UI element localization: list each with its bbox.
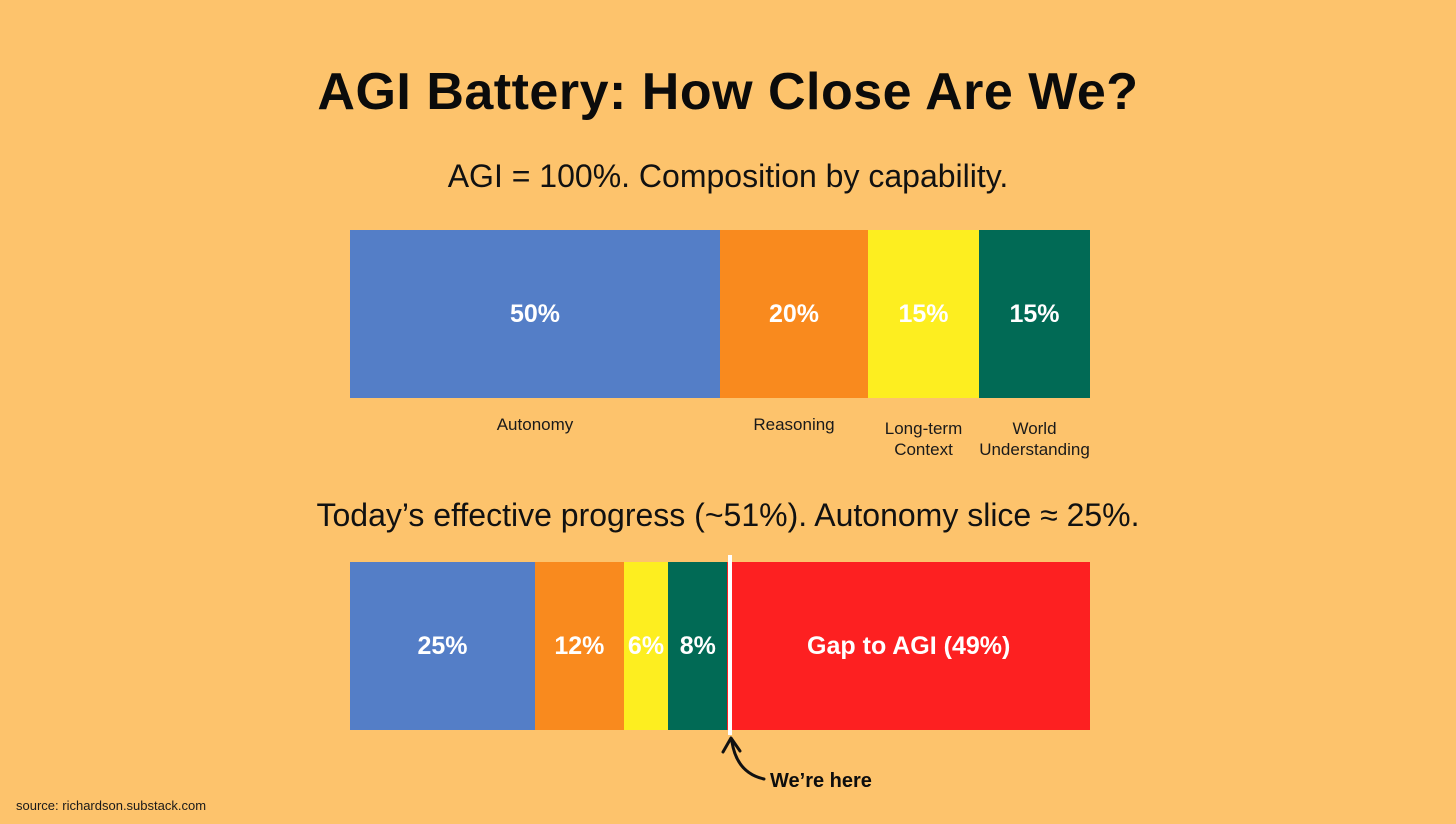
bar-segment-long-term-context <box>868 230 979 398</box>
category-label-autonomy: Autonomy <box>496 415 574 434</box>
chart-title: AGI Battery: How Close Are We? <box>317 63 1139 121</box>
category-label-reasoning: Reasoning <box>753 415 835 434</box>
segment-value-label: 6% <box>627 631 665 660</box>
segment-value-label: 25% <box>417 631 468 660</box>
segment-value-label: 50% <box>509 299 561 328</box>
segment-value-label: 12% <box>554 631 605 660</box>
progress-marker-line <box>728 555 732 735</box>
progress-subtitle: Today’s effective progress (~51%). Auton… <box>316 497 1140 533</box>
category-label-world-understanding: World Understanding <box>979 419 1090 459</box>
composition-bar: 50% 20% 15% 15% <box>350 230 1090 398</box>
bar-segment-autonomy <box>350 230 720 398</box>
bar-segment-world-understanding <box>668 562 728 730</box>
segment-value-label: 15% <box>1009 299 1060 328</box>
we-are-here-label: We’re here <box>770 770 872 792</box>
segment-value-label: 20% <box>768 299 820 328</box>
segment-value-label: 15% <box>898 299 949 328</box>
bar-segment-reasoning <box>720 230 868 398</box>
bar-segment-autonomy <box>350 562 535 730</box>
bar-segment-long-term-context <box>623 562 669 730</box>
composition-subtitle: AGI = 100%. Composition by capability. <box>447 158 1009 194</box>
bar-segment-reasoning <box>535 562 624 730</box>
segment-value-label: Gap to AGI (49%) <box>807 631 1011 660</box>
progress-bar: 25% 12% 6% 8% Gap to AGI (49%) <box>350 562 1090 730</box>
bar-segment-gap <box>727 562 1090 730</box>
source-credit: source: richardson.substack.com <box>16 798 207 813</box>
bar-segment-world-understanding <box>979 230 1090 398</box>
segment-value-label: 8% <box>679 631 716 660</box>
category-label-long-term-context: Long-term Context <box>884 419 963 459</box>
